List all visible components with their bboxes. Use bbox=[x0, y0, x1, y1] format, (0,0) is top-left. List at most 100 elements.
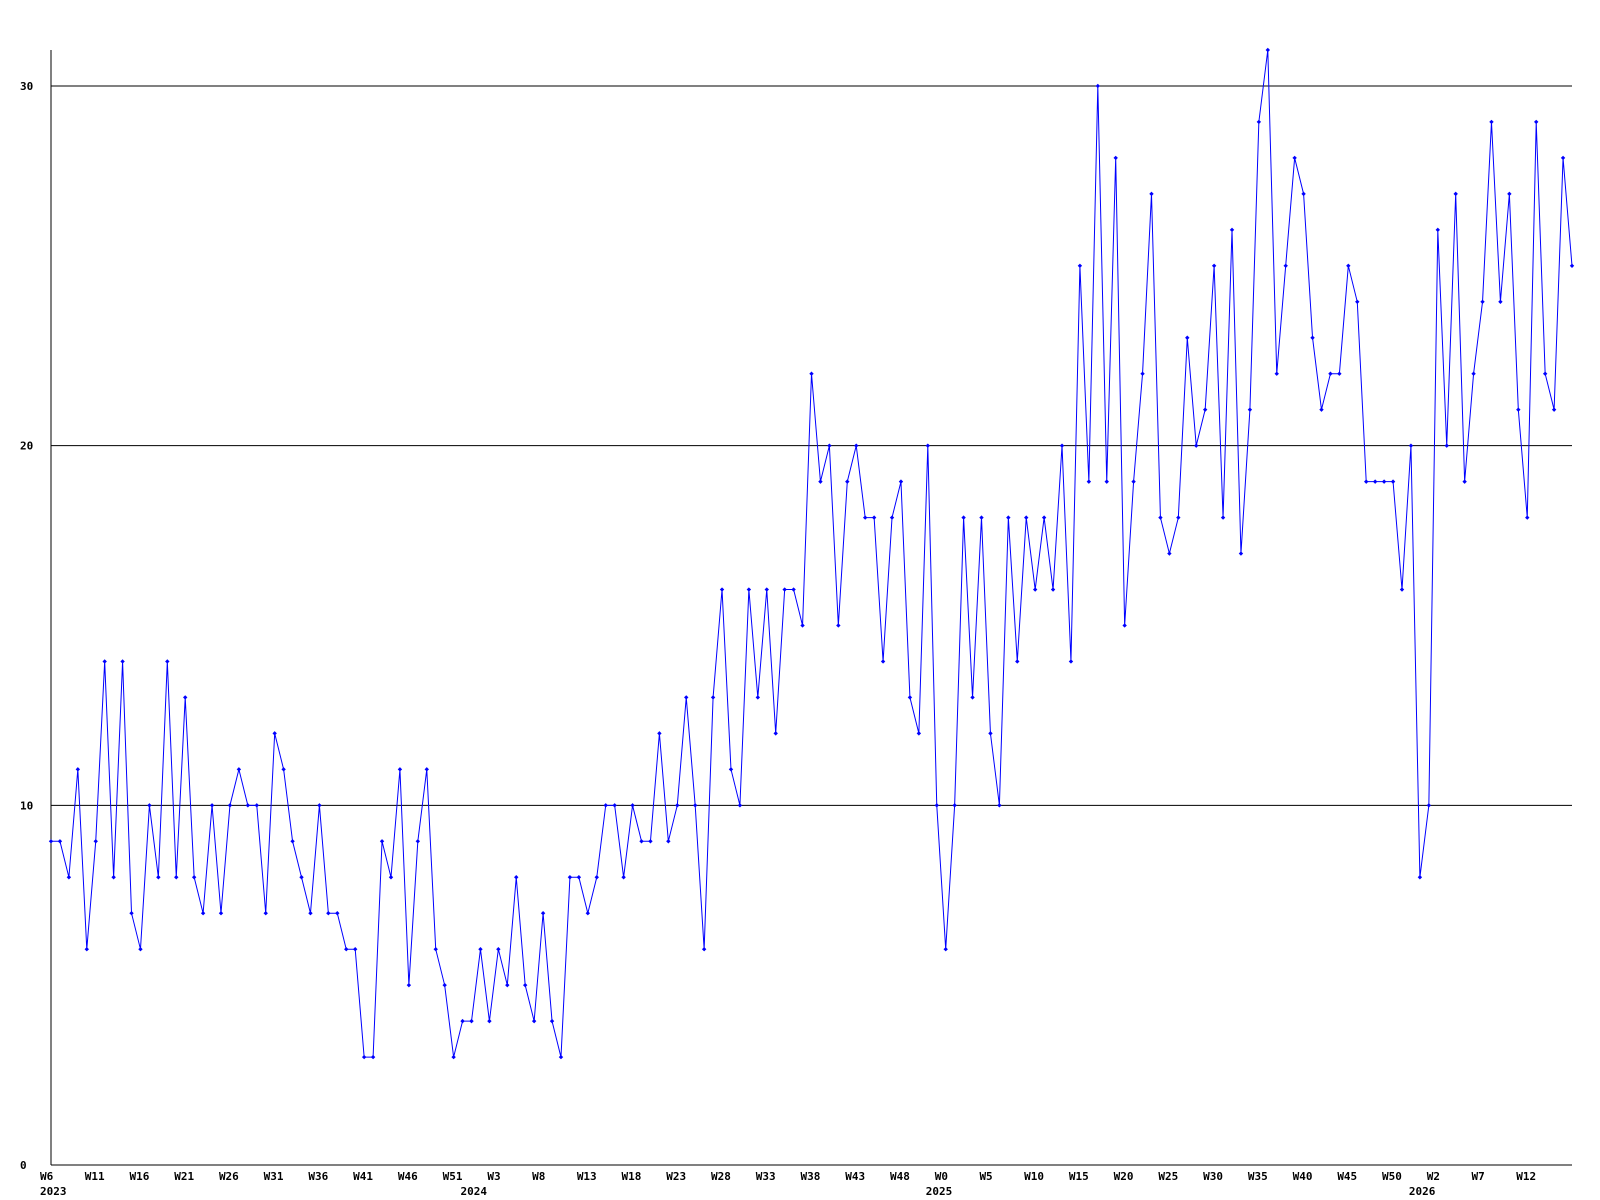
x-tick-label: W45 bbox=[1337, 1170, 1357, 1183]
data-point bbox=[1059, 443, 1065, 448]
data-point bbox=[57, 839, 63, 844]
data-point bbox=[1444, 443, 1449, 448]
data-point bbox=[326, 911, 331, 916]
data-point bbox=[1006, 515, 1011, 520]
x-tick-label: W15 bbox=[1069, 1170, 1089, 1183]
data-point bbox=[1122, 623, 1127, 628]
data-point bbox=[988, 731, 993, 736]
data-point bbox=[907, 695, 913, 700]
data-point bbox=[433, 946, 438, 952]
data-point bbox=[514, 875, 519, 880]
data-point bbox=[773, 731, 778, 736]
data-point bbox=[845, 479, 850, 484]
data-point bbox=[487, 1018, 492, 1024]
x-tick-label: W48 bbox=[890, 1170, 910, 1183]
data-point bbox=[925, 443, 931, 448]
data-point bbox=[1041, 515, 1047, 520]
data-point bbox=[943, 946, 948, 952]
data-point bbox=[594, 875, 599, 880]
data-point bbox=[424, 767, 429, 772]
data-point bbox=[84, 946, 89, 952]
data-point bbox=[460, 1018, 465, 1024]
data-point bbox=[549, 1018, 555, 1024]
data-point bbox=[1390, 479, 1396, 484]
y-tick-label: 0 bbox=[20, 1159, 27, 1172]
data-point bbox=[522, 982, 528, 988]
x-tick-label: W35 bbox=[1248, 1170, 1268, 1183]
data-point bbox=[1176, 515, 1181, 520]
data-point bbox=[388, 875, 394, 880]
data-point bbox=[854, 443, 859, 448]
data-point bbox=[66, 875, 72, 880]
y-tick-labels: 0 10 20 30 bbox=[20, 80, 33, 1172]
data-point bbox=[540, 911, 546, 916]
data-point bbox=[111, 875, 116, 880]
x-tick-label: W13 bbox=[577, 1170, 597, 1183]
data-point bbox=[1408, 443, 1414, 448]
x-tick-label: W50 bbox=[1382, 1170, 1402, 1183]
x-tick-label: W38 bbox=[801, 1170, 821, 1183]
data-point bbox=[442, 982, 447, 988]
data-point bbox=[129, 911, 134, 916]
data-point bbox=[737, 803, 743, 808]
x-tick-label: W30 bbox=[1203, 1170, 1223, 1183]
data-point bbox=[344, 946, 349, 952]
x-tick-label: W28 bbox=[711, 1170, 731, 1183]
data-point bbox=[1292, 155, 1297, 161]
data-point bbox=[245, 803, 251, 808]
data-point bbox=[1211, 263, 1217, 269]
data-point bbox=[147, 803, 152, 808]
axes bbox=[50, 50, 1572, 1166]
data-point bbox=[648, 839, 653, 844]
data-point bbox=[836, 623, 841, 628]
data-point bbox=[728, 767, 734, 772]
data-point bbox=[406, 982, 412, 988]
data-point bbox=[675, 803, 680, 808]
data-point bbox=[299, 875, 304, 880]
data-point bbox=[871, 515, 877, 520]
data-point bbox=[1086, 479, 1092, 484]
data-point bbox=[621, 875, 626, 880]
data-point bbox=[1068, 659, 1074, 664]
data-point bbox=[1194, 443, 1199, 448]
data-point bbox=[1220, 515, 1226, 520]
data-point bbox=[1185, 335, 1190, 340]
data-point bbox=[1534, 119, 1539, 125]
data-point bbox=[1462, 479, 1467, 484]
data-point bbox=[952, 803, 957, 808]
data-point bbox=[558, 1054, 564, 1060]
x-tick-label: W3 bbox=[487, 1170, 500, 1183]
data-point bbox=[1050, 587, 1056, 592]
data-point bbox=[1077, 263, 1083, 269]
x-tick-label: W21 bbox=[174, 1170, 194, 1183]
x-tick-label: W7 bbox=[1472, 1170, 1485, 1183]
data-point bbox=[710, 695, 716, 700]
data-point bbox=[576, 875, 582, 880]
data-point bbox=[1480, 299, 1485, 304]
data-point bbox=[916, 731, 922, 736]
x-tick-label: W33 bbox=[756, 1170, 776, 1183]
data-point bbox=[156, 875, 161, 880]
data-point bbox=[1525, 515, 1530, 520]
data-point bbox=[898, 479, 904, 484]
x-tick-label: W25 bbox=[1158, 1170, 1178, 1183]
data-point bbox=[1453, 191, 1458, 197]
x-tick-label: W6 bbox=[40, 1170, 54, 1183]
data-point bbox=[469, 1018, 474, 1024]
data-point bbox=[1417, 875, 1423, 880]
data-point bbox=[1569, 263, 1575, 269]
data-point bbox=[1516, 407, 1521, 412]
data-point bbox=[701, 946, 707, 952]
data-point bbox=[1471, 371, 1476, 376]
data-point bbox=[353, 946, 358, 952]
y-tick-label: 30 bbox=[20, 80, 33, 93]
data-point bbox=[227, 803, 233, 808]
data-point bbox=[1381, 479, 1387, 484]
data-point bbox=[263, 911, 268, 916]
data-point bbox=[1435, 227, 1440, 233]
data-point bbox=[719, 587, 725, 592]
year-label: 2026 bbox=[1409, 1185, 1436, 1198]
data-point bbox=[1399, 587, 1405, 592]
data-point bbox=[1265, 47, 1270, 53]
